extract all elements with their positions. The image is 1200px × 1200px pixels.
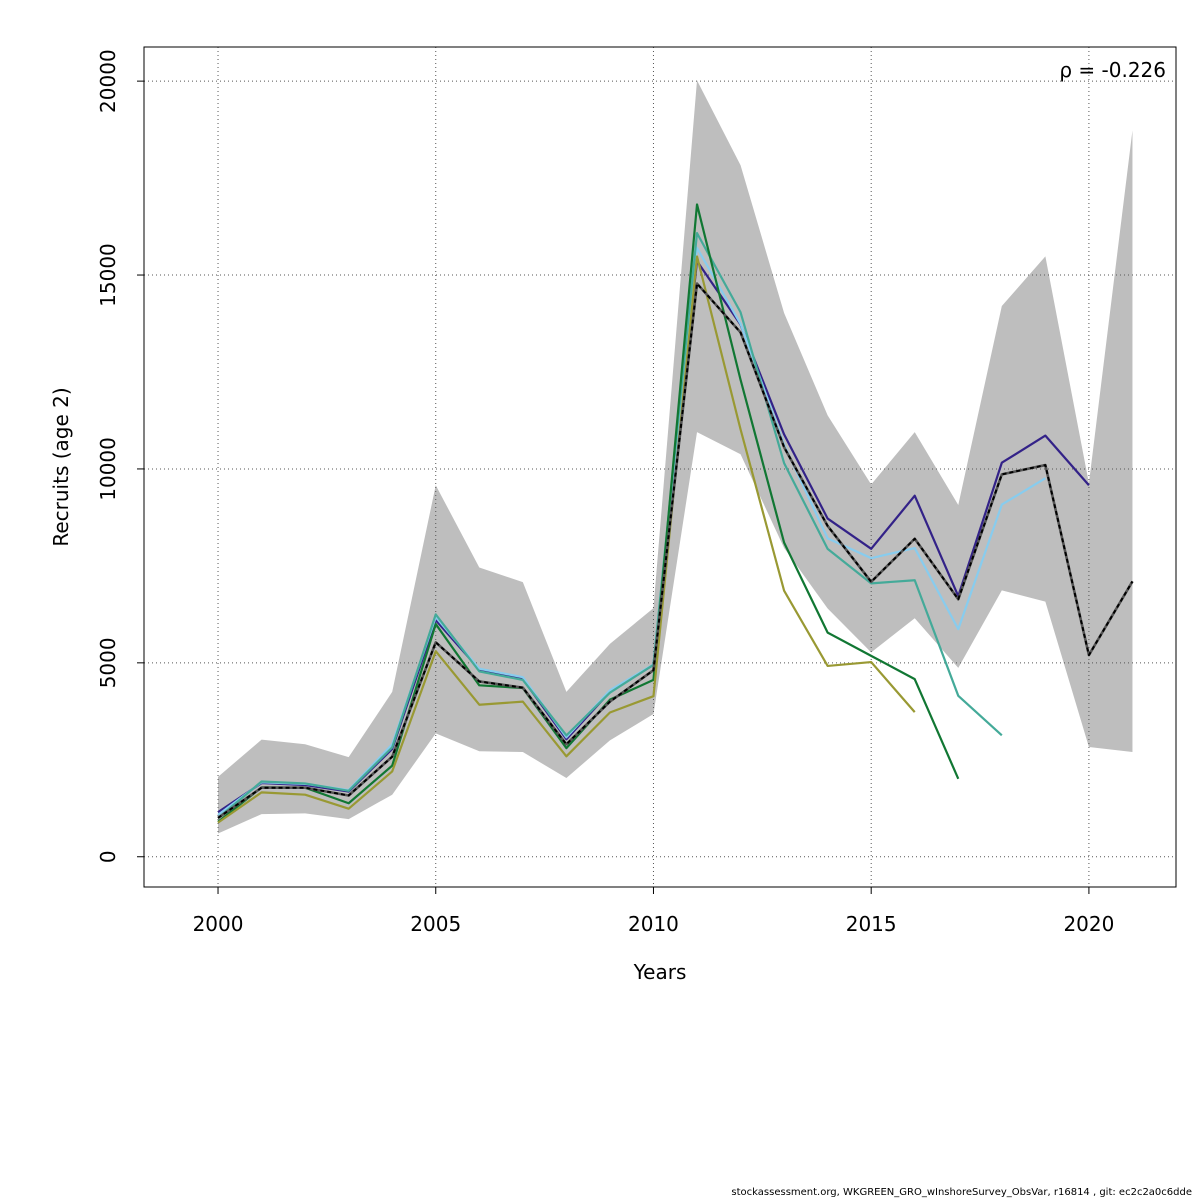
series-line-3 bbox=[217, 232, 1003, 819]
y-tick-label: 10000 bbox=[96, 437, 120, 501]
x-tick-label: 2010 bbox=[628, 912, 679, 936]
y-tick-label: 15000 bbox=[96, 243, 120, 307]
x-axis: 2000 2005 2010 2015 2020 bbox=[193, 886, 1114, 936]
x-tick-label: 2015 bbox=[846, 912, 897, 936]
rho-annotation: ρ = -0.226 bbox=[1059, 58, 1166, 82]
y-tick-label: 20000 bbox=[96, 49, 120, 113]
y-axis-title: Recruits (age 2) bbox=[49, 387, 73, 546]
grid-layer bbox=[144, 47, 1176, 887]
footer-credit: stockassessment.org, WKGREEN_GRO_wInshor… bbox=[731, 1187, 1192, 1198]
x-axis-title: Years bbox=[633, 960, 687, 984]
x-tick-label: 2000 bbox=[193, 912, 244, 936]
y-tick-label: 5000 bbox=[96, 637, 120, 688]
x-tick-label: 2020 bbox=[1063, 912, 1114, 936]
y-axis: 0 5000 10000 15000 20000 bbox=[96, 49, 145, 863]
y-tick-label: 0 bbox=[96, 850, 120, 863]
series-layer bbox=[217, 203, 1134, 824]
series-line-5 bbox=[217, 255, 916, 824]
series-line-reference bbox=[217, 282, 1134, 819]
x-tick-label: 2005 bbox=[410, 912, 461, 936]
